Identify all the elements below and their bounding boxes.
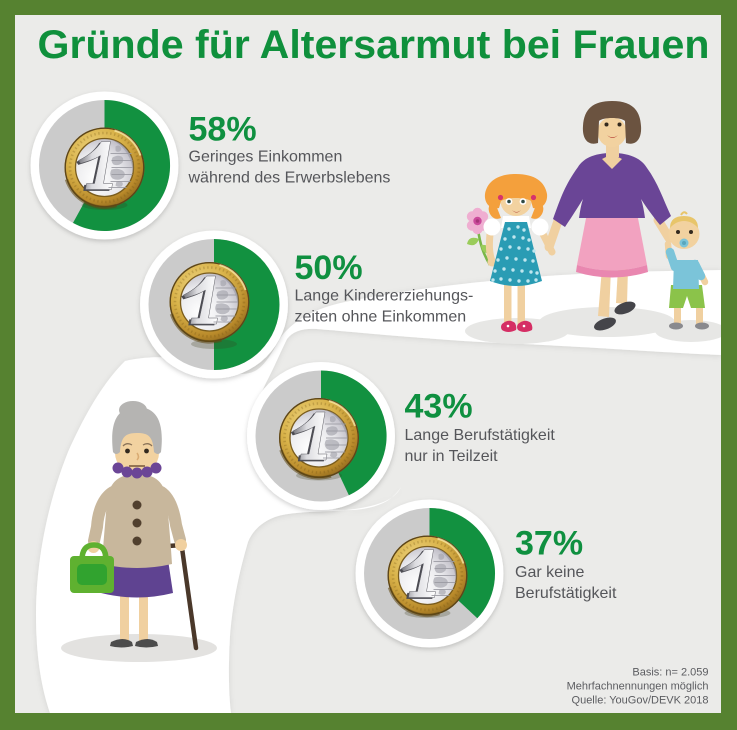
svg-text:Berufstätigkeit: Berufstätigkeit [515, 585, 617, 602]
svg-text:Quelle: YouGov/DEVK 2018: Quelle: YouGov/DEVK 2018 [572, 695, 709, 707]
svg-text:43%: 43% [405, 388, 473, 426]
svg-text:Basis: n= 2.059: Basis: n= 2.059 [632, 667, 708, 679]
svg-text:Lange Kindererziehungs-: Lange Kindererziehungs- [295, 288, 474, 305]
svg-text:Geringes Einkommen: Geringes Einkommen [189, 149, 343, 166]
svg-text:Mehrfachnennungen möglich: Mehrfachnennungen möglich [567, 681, 709, 693]
svg-text:während des Erwerbslebens: während des Erwerbslebens [188, 170, 391, 187]
svg-text:Gar keine: Gar keine [515, 564, 584, 581]
svg-text:zeiten ohne Einkommen: zeiten ohne Einkommen [295, 309, 467, 326]
svg-text:Gründe für Altersarmut bei Fra: Gründe für Altersarmut bei Frauen [38, 23, 710, 67]
svg-text:Lange Berufstätigkeit: Lange Berufstätigkeit [405, 427, 556, 444]
svg-text:58%: 58% [189, 111, 257, 149]
svg-text:nur in Teilzeit: nur in Teilzeit [405, 448, 499, 465]
svg-text:37%: 37% [515, 525, 583, 563]
svg-text:50%: 50% [295, 249, 363, 287]
